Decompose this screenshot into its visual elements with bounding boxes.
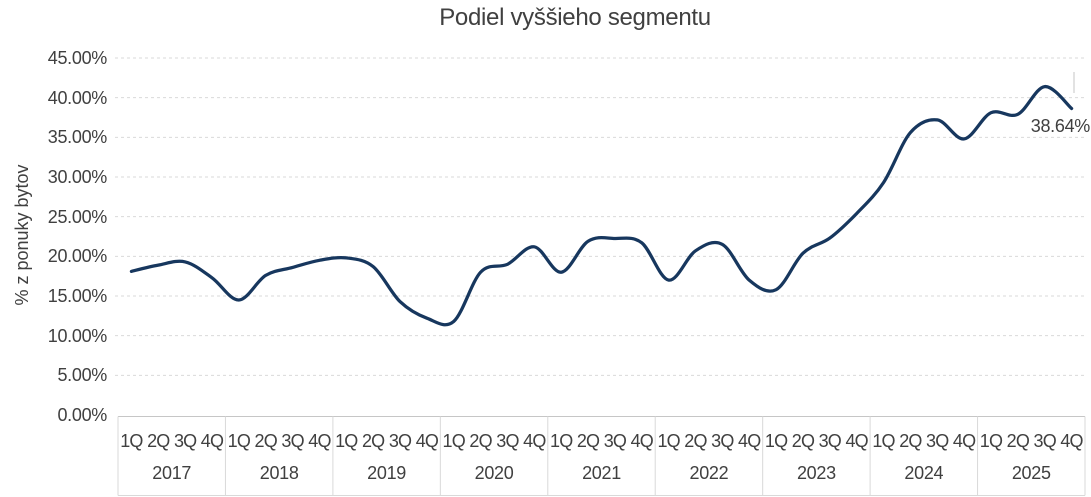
gridlines: [115, 57, 1085, 376]
y-tick-label: 35.00%: [47, 127, 108, 148]
quarter-tick-label: 3Q: [818, 431, 842, 451]
quarter-tick-label: 3Q: [603, 431, 627, 451]
year-tick-label: 2024: [904, 463, 944, 483]
year-tick-label: 2022: [689, 463, 729, 483]
quarter-tick-label: 1Q: [442, 431, 466, 451]
y-tick-label: 40.00%: [47, 87, 108, 108]
axis-lines: [117, 416, 1086, 496]
quarter-tick-label: 4Q: [845, 431, 868, 451]
quarter-tick-label: 2Q: [147, 431, 170, 451]
quarter-tick-label: 1Q: [764, 431, 788, 451]
quarter-tick-label: 4Q: [200, 431, 224, 451]
quarter-tick-label: 4Q: [1060, 431, 1083, 451]
quarter-tick-label: 4Q: [952, 431, 976, 451]
quarter-tick-label: 1Q: [549, 431, 573, 451]
quarter-tick-label: 3Q: [1033, 431, 1056, 451]
quarter-tick-label: 1Q: [120, 431, 143, 451]
quarter-tick-label: 4Q: [738, 431, 761, 451]
y-tick-label: 25.00%: [47, 206, 108, 227]
quarter-tick-label: 1Q: [335, 431, 358, 451]
year-tick-label: 2025: [1011, 463, 1051, 483]
year-tick-label: 2020: [474, 463, 514, 483]
y-tick-label: 20.00%: [47, 246, 108, 267]
quarter-tick-label: 2Q: [791, 431, 815, 451]
quarter-tick-label: 2Q: [254, 431, 278, 451]
y-tick-label: 0.00%: [57, 405, 107, 425]
quarter-tick-label: 1Q: [657, 431, 680, 451]
quarter-tick-label: 2Q: [1006, 431, 1030, 451]
quarter-tick-label: 2Q: [684, 431, 707, 451]
quarter-tick-label: 3Q: [496, 431, 519, 451]
y-tick-label: 10.00%: [47, 325, 108, 346]
quarter-tick-label: 2Q: [469, 431, 492, 451]
quarter-tick-label: 3Q: [281, 431, 304, 451]
quarter-tick-label: 4Q: [523, 431, 546, 451]
year-tick-label: 2019: [367, 463, 407, 483]
quarter-tick-label: 2Q: [361, 431, 385, 451]
series-line: [129, 84, 1074, 327]
year-tick-label: 2018: [259, 463, 299, 483]
quarter-tick-label: 3Q: [926, 431, 949, 451]
quarter-tick-label: 1Q: [227, 431, 251, 451]
y-tick-label: 30.00%: [47, 167, 108, 187]
quarter-tick-label: 4Q: [630, 431, 654, 451]
y-tick-label: 45.00%: [47, 48, 108, 68]
y-tick-label: 15.00%: [47, 286, 108, 306]
quarter-tick-label: 4Q: [415, 431, 439, 451]
year-tick-label: 2023: [796, 463, 836, 483]
year-tick-label: 2017: [152, 463, 192, 483]
y-tick-label: 5.00%: [57, 365, 107, 386]
quarter-tick-label: 1Q: [872, 431, 895, 451]
last-point-data-label: 38.64%: [1030, 116, 1091, 136]
quarter-tick-label: 2Q: [576, 431, 600, 451]
chart-title: Podiel vyššieho segmentu: [439, 4, 711, 31]
quarter-tick-label: 3Q: [173, 431, 197, 451]
quarter-tick-label: 3Q: [711, 431, 734, 451]
quarter-tick-label: 4Q: [308, 431, 331, 451]
quarter-tick-label: 2Q: [899, 431, 922, 451]
quarter-tick-label: 1Q: [979, 431, 1003, 451]
quarter-tick-label: 3Q: [388, 431, 412, 451]
year-tick-label: 2021: [582, 463, 621, 483]
